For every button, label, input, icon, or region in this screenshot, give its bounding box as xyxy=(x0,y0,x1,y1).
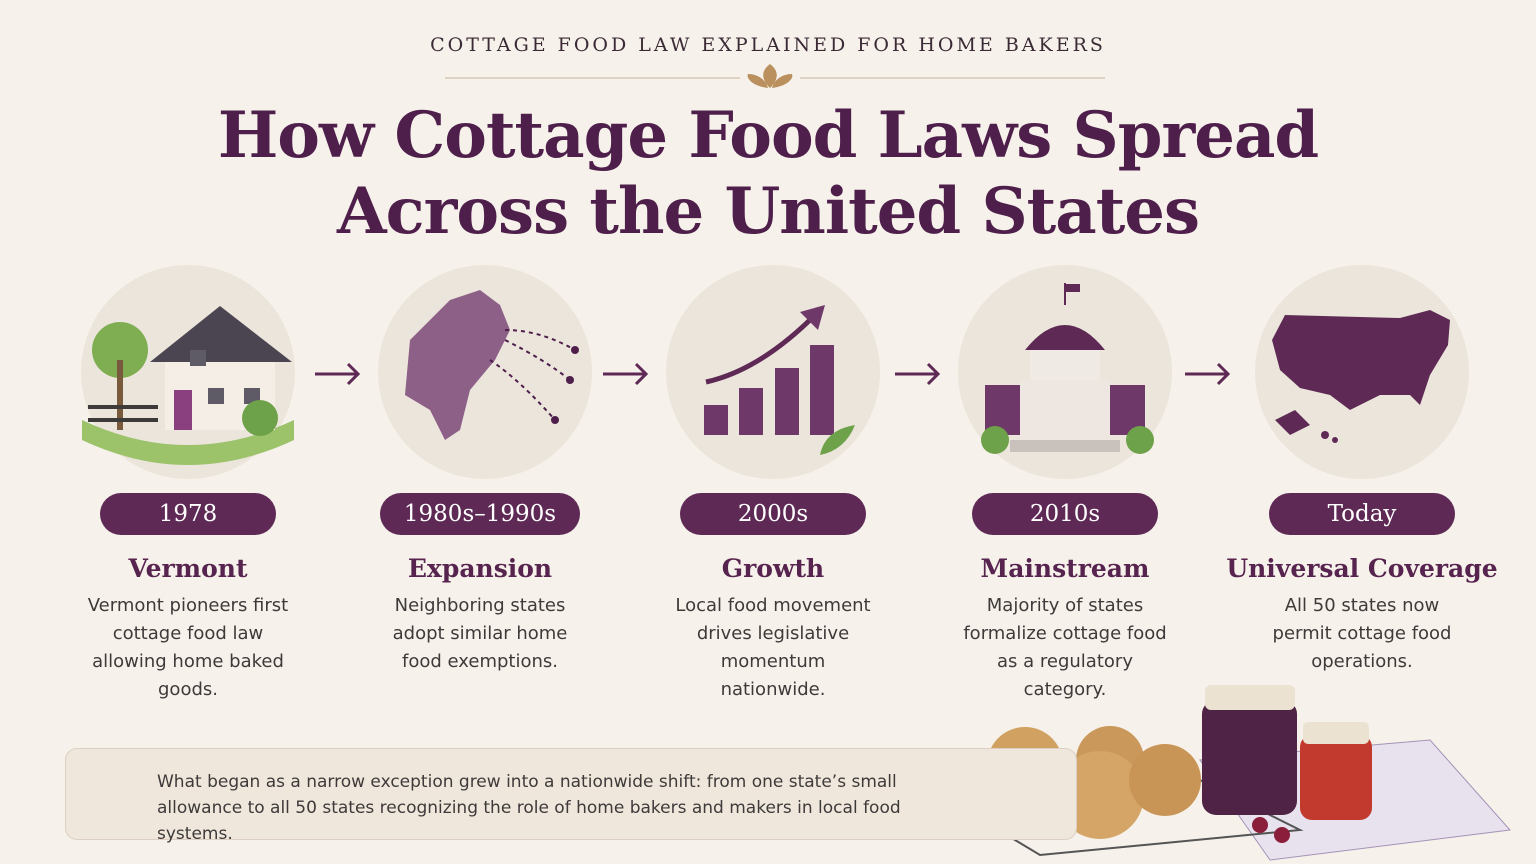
arrows xyxy=(315,362,1231,386)
step-description: All 50 states now permit cottage food op… xyxy=(1272,595,1452,672)
step-description: Vermont pioneers first cottage food law … xyxy=(87,595,289,700)
footer-box: What began as a narrow exception grew in… xyxy=(65,748,1077,844)
period-pill: 1978 xyxy=(100,493,276,535)
leaf-icon xyxy=(747,64,793,88)
title-line: How Cottage Food Laws Spread xyxy=(217,98,1319,173)
usa-icon xyxy=(1272,310,1450,443)
kicker: COTTAGE FOOD LAW EXPLAINED FOR HOME BAKE… xyxy=(430,34,1106,56)
step-title: Mainstream xyxy=(980,554,1150,583)
step-title: Growth xyxy=(721,554,825,583)
period-pill: 2000s xyxy=(680,493,866,535)
period-pill: 1980s–1990s xyxy=(380,493,580,535)
growth-icon xyxy=(704,305,855,455)
house-icon xyxy=(82,306,294,465)
period-pill: Today xyxy=(1269,493,1455,535)
step-description: Neighboring states adopt similar home fo… xyxy=(392,595,568,672)
map-icon xyxy=(405,290,579,440)
step-title: Vermont xyxy=(128,554,248,583)
step-description: Local food movement drives legislative m… xyxy=(675,595,871,700)
period-pill: 2010s xyxy=(972,493,1158,535)
step-description: Majority of states formalize cottage foo… xyxy=(963,595,1167,700)
step-title: Universal Coverage xyxy=(1226,554,1498,583)
step-title: Expansion xyxy=(407,554,553,583)
baking-art xyxy=(936,685,1512,861)
footer-text: What began as a narrow exception grew in… xyxy=(157,772,901,844)
capitol-icon xyxy=(981,283,1154,454)
title-line: Across the United States xyxy=(337,174,1200,249)
